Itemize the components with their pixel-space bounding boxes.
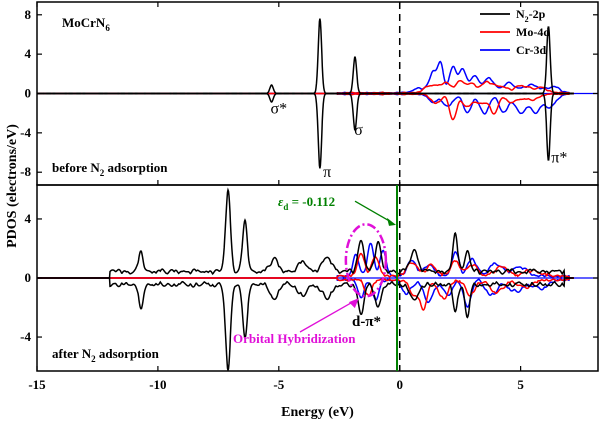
axes-layer <box>36 1 599 372</box>
y-tick-label-after--4: -4 <box>20 329 31 344</box>
series-Mo-4d-down-before <box>37 92 574 121</box>
d-band-value: = -0.112 <box>288 194 335 209</box>
orbital-label-1: π <box>323 164 331 181</box>
material-label: MoCrN6 <box>62 15 110 33</box>
hybridization-ellipse <box>344 223 388 298</box>
panel-label-main: after N <box>52 346 92 361</box>
x-tick-label-5: 5 <box>517 377 524 392</box>
legend-rest: -2p <box>529 7 546 21</box>
hybridization-arrow-line <box>299 299 357 333</box>
curves-layer <box>37 2 598 371</box>
legend-main: N <box>516 7 525 21</box>
y-axis-title: PDOS (electrons/eV) <box>5 124 20 248</box>
orbital-label-0: σ* <box>270 100 287 117</box>
y-tick-label-before-0: 0 <box>25 86 32 101</box>
orbital-label-2: σ <box>354 122 363 139</box>
series-Cr-3d-down-before <box>37 92 574 115</box>
hybridization-label: Orbital Hybridization <box>233 331 356 346</box>
d-band-arrow-line <box>354 200 392 223</box>
y-tick-label-before--8: -8 <box>20 164 31 179</box>
y-tick-label-before-8: 8 <box>25 7 32 22</box>
panel-label-rest: adsorption <box>104 160 168 175</box>
d-band-sub: d <box>283 202 288 212</box>
d-band-center-label: εd = -0.112 <box>278 194 335 212</box>
d-band-arrow-head <box>387 217 397 226</box>
panel-label-rest: adsorption <box>96 346 160 361</box>
legend-label-0: N2-2p <box>516 7 546 24</box>
series-N2-2p-down-before <box>37 92 574 169</box>
x-tick-label--10: -10 <box>149 377 166 392</box>
text-layer: 840-4-8 before N2 adsorptionσ*πσπ*40-4aft… <box>5 7 567 420</box>
panel-curves-before <box>37 2 598 185</box>
hybridization-arrow-head <box>348 298 359 309</box>
y-tick-label-before--4: -4 <box>20 125 31 140</box>
d-band-eps: ε <box>278 194 284 209</box>
series-N2-2p-down-after <box>37 277 574 371</box>
x-axis-title: Energy (eV) <box>281 405 354 420</box>
x-tick-label-0: 0 <box>396 377 403 392</box>
orbital-label-3: π* <box>551 149 567 166</box>
panel-label-sub: 2 <box>100 168 105 178</box>
panel-label-main: before N <box>52 160 100 175</box>
series-Mo-4d-up-after <box>37 252 574 279</box>
x-tick-label--5: -5 <box>273 377 284 392</box>
y-tick-label-before-4: 4 <box>25 46 32 61</box>
y-tick-label-after-4: 4 <box>25 211 32 226</box>
panel-label-after: after N2 adsorption <box>52 346 160 364</box>
series-N2-2p-up-after <box>37 187 574 279</box>
legend-label-1: Mo-4d <box>516 25 550 39</box>
panel-label-before: before N2 adsorption <box>52 160 168 178</box>
legend-main: Cr-3d <box>516 43 547 57</box>
panel-label-sub: 2 <box>91 354 96 364</box>
legend-sub: 2 <box>525 15 529 24</box>
legend-main: Mo-4d <box>516 25 550 39</box>
material-sub: 6 <box>105 23 110 33</box>
x-tick-label--15: -15 <box>28 377 46 392</box>
series-Mo-4d-down-after <box>37 277 574 311</box>
material-main: MoCrN <box>62 15 106 30</box>
legend-label-2: Cr-3d <box>516 43 547 57</box>
d-pi-star-label: d-π* <box>352 314 381 330</box>
series-Cr-3d-up-before <box>37 60 574 95</box>
panel-curves-after <box>37 185 598 371</box>
y-tick-label-after-0: 0 <box>25 270 32 285</box>
